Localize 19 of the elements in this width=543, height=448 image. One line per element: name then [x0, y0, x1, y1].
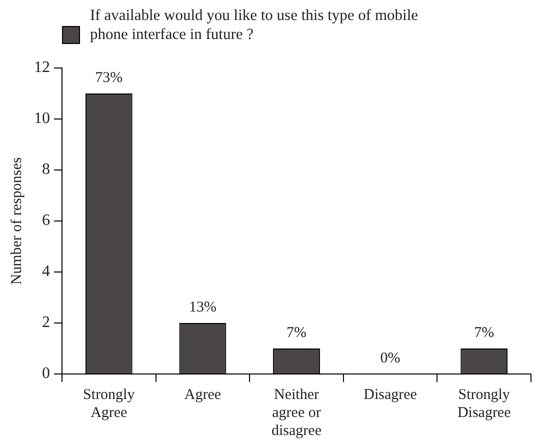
legend-label: If available would you like to use this type of mobile phone interface in future ?	[90, 6, 420, 44]
annotation: 7%	[474, 324, 494, 341]
y-axis-title: Number of responses	[8, 157, 25, 285]
annotation: 0%	[380, 350, 400, 366]
y-tick-label: 6	[42, 212, 50, 230]
y-tick-label: 10	[34, 110, 50, 128]
x-tick-label: Neither agree or disagree	[272, 386, 322, 439]
y-tick-label: 2	[42, 314, 50, 332]
annotation: 73%	[95, 70, 123, 86]
x-tick-label: Disagree	[364, 386, 418, 403]
annotation: 13%	[188, 299, 216, 316]
x-tick-label: Agree	[184, 386, 222, 403]
y-tick-label: 4	[42, 263, 50, 280]
annotation: 7%	[286, 324, 306, 341]
x-tick-label: Strongly Agree	[83, 386, 136, 421]
y-tick-label: 8	[42, 161, 50, 178]
y-tick-label: 12	[34, 59, 50, 76]
y-tick-label: 0	[42, 365, 50, 382]
x-tick-label: Strongly Disagree	[457, 386, 512, 421]
